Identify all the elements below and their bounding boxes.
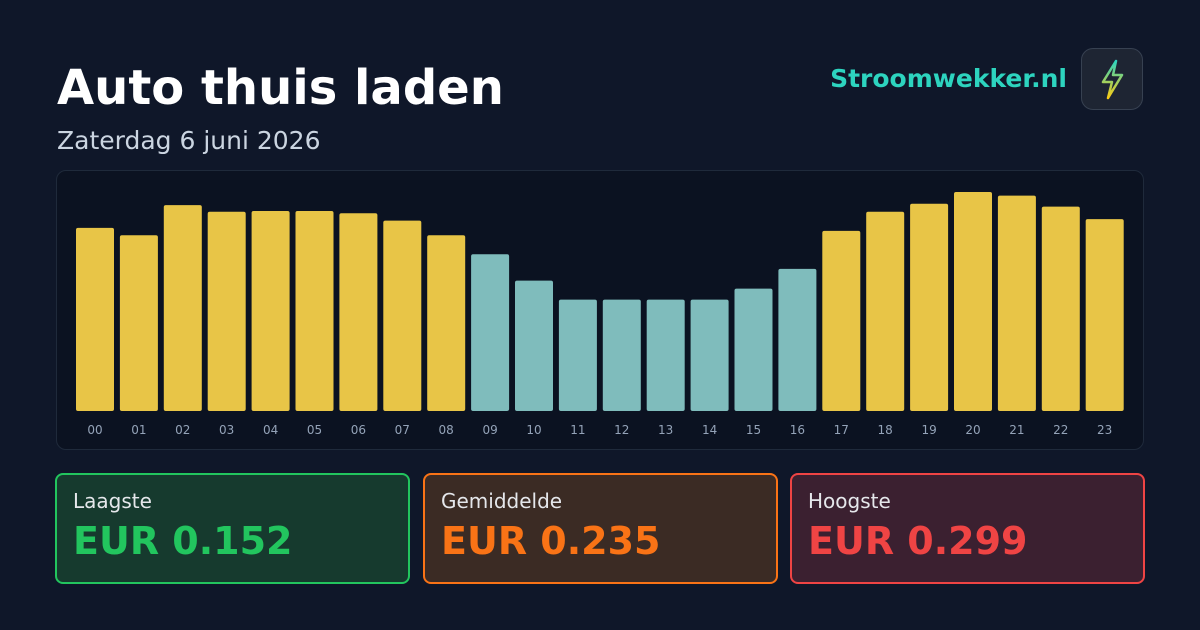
bar	[207, 211, 246, 411]
x-tick-label: 12	[614, 423, 629, 437]
x-tick-label: 19	[921, 423, 936, 437]
bar	[295, 211, 334, 411]
chart: 00 01 02 03 04 05 06 07 08 09 10 11 12 13 14 15 16 17 18 19…	[76, 192, 1124, 437]
brand: Stroomwekker.nl	[830, 64, 1067, 93]
x-tick-label: 20	[965, 423, 980, 437]
x-tick-label: 18	[878, 423, 893, 437]
bar	[954, 192, 992, 411]
bar	[910, 203, 949, 411]
stat-value: EUR 0.152	[73, 519, 293, 563]
bar	[339, 213, 378, 411]
x-tick-label: 13	[658, 423, 673, 437]
bar	[602, 299, 641, 411]
stat-label: Gemiddelde	[441, 489, 563, 513]
x-tick-label: 00	[87, 423, 102, 437]
x-tick-label: 23	[1097, 423, 1112, 437]
bar	[558, 299, 597, 411]
x-tick-label: 16	[790, 423, 805, 437]
bar	[997, 195, 1036, 411]
x-tick-label: 15	[746, 423, 761, 437]
bar	[471, 254, 510, 411]
bar	[251, 211, 290, 411]
brand-icon	[1081, 48, 1143, 110]
bar	[427, 235, 466, 411]
stat-card: Hoogste EUR 0.299	[790, 473, 1145, 584]
bar	[383, 220, 422, 411]
x-tick-label: 03	[219, 423, 234, 437]
x-tick-label: 05	[307, 423, 322, 437]
stat-value: EUR 0.299	[808, 519, 1028, 563]
bar	[163, 205, 202, 411]
x-tick-label: 11	[570, 423, 585, 437]
lightning-icon	[1101, 59, 1124, 100]
bar	[778, 268, 817, 411]
x-tick-label: 06	[351, 423, 366, 437]
x-tick-label: 14	[702, 423, 717, 437]
bar	[646, 299, 685, 411]
bar	[690, 299, 729, 411]
x-tick-label: 21	[1009, 423, 1024, 437]
x-tick-label: 04	[263, 423, 278, 437]
bar	[1041, 206, 1080, 411]
x-tick-label: 01	[131, 423, 146, 437]
subtitle: Zaterdag 6 juni 2026	[57, 126, 321, 155]
bar	[76, 227, 114, 411]
x-tick-label: 17	[834, 423, 849, 437]
bar	[866, 211, 905, 411]
x-tick-label: 08	[439, 423, 454, 437]
bar	[515, 280, 553, 411]
stat-value: EUR 0.235	[441, 519, 661, 563]
x-tick-label: 09	[482, 423, 497, 437]
bar	[822, 230, 861, 411]
stat-card: Gemiddelde EUR 0.235	[423, 473, 778, 584]
bar	[1085, 219, 1124, 411]
x-tick-label: 02	[175, 423, 190, 437]
x-tick-label: 10	[526, 423, 541, 437]
x-tick-label: 07	[395, 423, 410, 437]
bar	[119, 235, 158, 411]
stat-label: Laagste	[73, 489, 152, 513]
x-tick-label: 22	[1053, 423, 1068, 437]
stat-card: Laagste EUR 0.152	[55, 473, 410, 584]
stat-label: Hoogste	[808, 489, 891, 513]
title: Auto thuis laden	[57, 60, 504, 116]
bar	[734, 288, 773, 411]
